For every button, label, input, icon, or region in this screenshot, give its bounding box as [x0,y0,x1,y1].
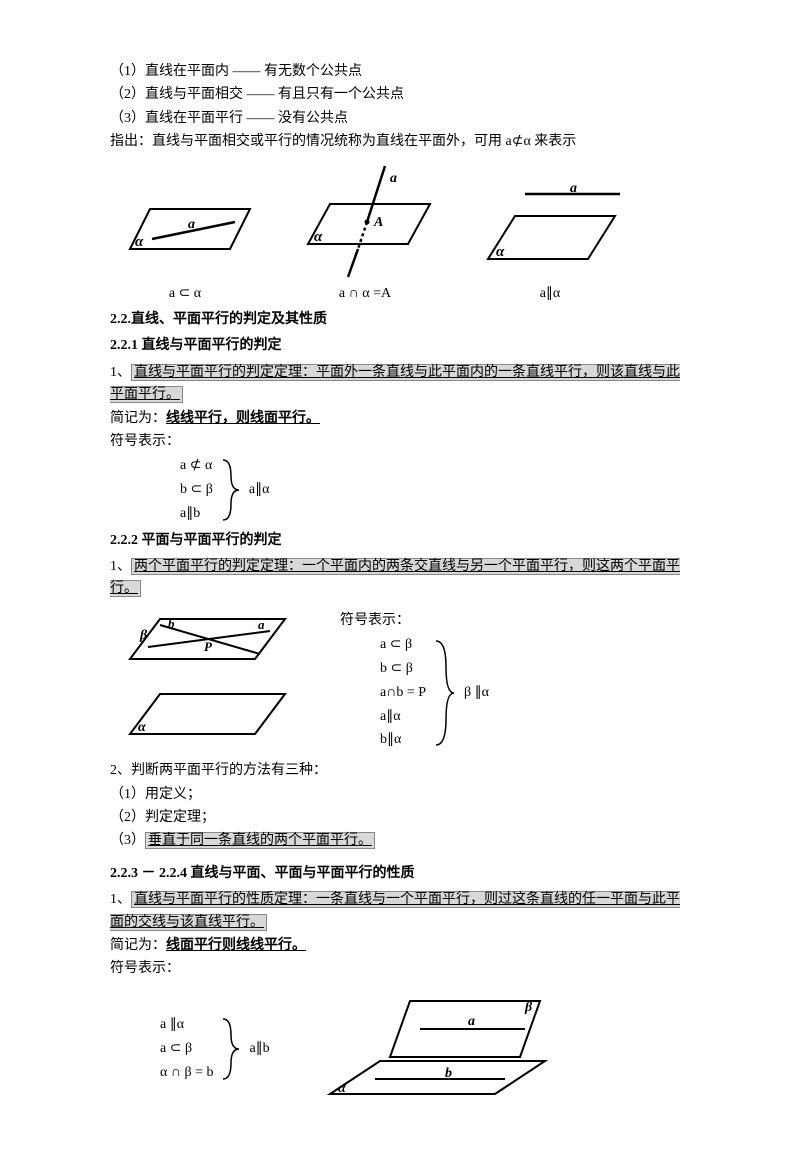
diagram-line-intersect-plane: a A α [290,164,440,279]
label-A: A [373,215,383,230]
heading-2-2-3: 2.2.3 － 2.2.4 直线与平面、平面与平面平行的性质 [110,863,690,885]
heading-2-2-2: 2.2.2 平面与平面平行的判定 [110,530,690,552]
symbol-label: 符号表示： [110,431,690,453]
text-line: （2）直线与平面相交 —— 有且只有一个公共点 [110,84,690,106]
highlighted-theorem: 两个平面平行的判定定理：一个平面内的两条交直线与另一个平面平行，则这两个平面平行… [110,558,680,597]
label-alpha: α [496,244,505,260]
cond: b ⊂ β [180,478,213,502]
caption: a ∩ α =A [339,283,391,305]
svg-text:β: β [139,628,148,643]
diagram-plane-intersection: a b β α [320,989,560,1109]
prefix: 1、 [110,365,131,380]
label: 简记为： [110,411,166,426]
highlighted-theorem: 直线与平面平行的判定定理：平面外一条直线与此平面内的一条直线平行，则该直线与此平… [110,364,680,403]
cond: a ⊄ α [180,454,213,478]
diagram-and-symbols-row: b a P β α 符号表示： a ⊂ β b ⊂ β a∩b = P a∥α … [110,609,690,752]
diagram-line-in-plane: a α [110,184,260,279]
text-line: （3）垂直于同一条直线的两个平面平行。 [110,830,690,852]
cond: a ⊂ β [380,633,426,657]
cond: a ∥α [160,1013,213,1037]
text-line: （3）直线在平面平行 —— 没有公共点 [110,108,690,130]
caption: a∥α [540,283,561,305]
svg-text:α: α [138,720,146,735]
label: 简记为： [110,938,166,953]
heading-2-2-1: 2.2.1 直线与平面平行的判定 [110,335,690,357]
cond: a∩b = P [380,681,426,705]
svg-text:a: a [258,617,265,632]
symbol-label: 符号表示： [340,610,489,632]
label-alpha: α [314,229,323,245]
label-b: b [445,1066,452,1081]
label-a: a [188,217,195,232]
theorem-line: 1、直线与平面平行的性质定理：一条直线与一个平面平行，则过这条直线的任一平面与此… [110,889,690,934]
theorem-line: 1、两个平面平行的判定定理：一个平面内的两条交直线与另一个平面平行，则这两个平面… [110,556,690,601]
cond: α ∩ β = b [160,1061,213,1085]
brace-icon [219,456,243,524]
label-alpha: α [135,234,144,250]
result: a∥α [249,479,270,501]
symbols-and-diagram-row: a ∥α a ⊂ β α ∩ β = b a∥b a b β α [110,989,690,1109]
highlighted-theorem: 直线与平面平行的性质定理：一条直线与一个平面平行，则过这条直线的任一平面与此平面… [110,891,680,930]
label-alpha: α [338,1081,346,1096]
label-a: a [468,1014,475,1029]
cond: a ⊂ β [160,1037,213,1061]
diagram-two-planes: b a P β α [110,609,310,749]
text-line: 指出：直线与平面相交或平行的情况统称为直线在平面外，可用 a⊄α 来表示 [110,131,690,153]
cond: a∥α [380,705,426,729]
svg-text:b: b [168,616,175,631]
label-beta: β [524,1000,533,1015]
heading-2-2: 2.2.直线、平面平行的判定及其性质 [110,309,690,331]
note-text: 线线平行，则线面平行。 [166,411,320,426]
symbol-expression-1: a ⊄ α b ⊂ β a∥b a∥α [110,454,690,525]
prefix: 1、 [110,892,131,907]
prefix: 1、 [110,559,131,574]
note-text: 线面平行则线线平行。 [166,938,306,953]
symbol-label: 符号表示： [110,958,690,980]
result: a∥b [249,1038,269,1060]
diagram-line-parallel-plane: a α [470,184,630,279]
cond: a∥b [180,502,213,526]
label-a: a [570,184,577,196]
cond: b∥α [380,728,426,752]
brace-icon [219,1015,243,1083]
result: β ∥α [464,682,489,704]
text-line: （1）用定义； [110,784,690,806]
caption: a ⊂ α [169,283,201,305]
highlighted-text: 垂直于同一条直线的两个平面平行。 [145,832,375,849]
note-line: 简记为：线面平行则线线平行。 [110,935,690,957]
prefix: （3） [110,833,145,848]
text-line: （1）直线在平面内 —— 有无数个公共点 [110,61,690,83]
brace-icon [432,637,458,749]
cond: b ⊂ β [380,657,426,681]
diagram-row-positions: a α a ⊂ α a A α a ∩ α =A a α a∥α [110,164,690,305]
text-line: （2）判定定理； [110,807,690,829]
label-a: a [390,171,397,186]
svg-text:P: P [204,639,213,654]
theorem-line: 1、直线与平面平行的判定定理：平面外一条直线与此平面内的一条直线平行，则该直线与… [110,362,690,407]
text-line: 2、判断两平面平行的方法有三种： [110,760,690,782]
note-line: 简记为：线线平行，则线面平行。 [110,408,690,430]
